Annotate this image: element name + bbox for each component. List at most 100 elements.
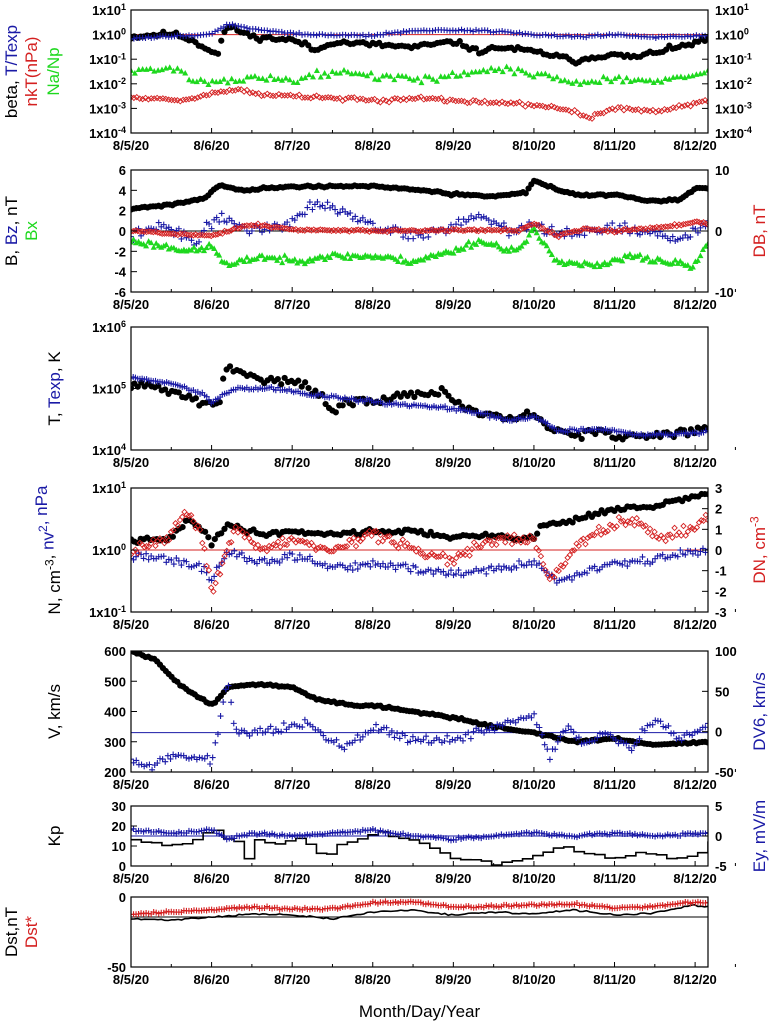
density-series-red-point xyxy=(571,547,578,554)
kp-right-axis-title: Ey, mV/m xyxy=(750,800,769,872)
velocity-series-blue-point xyxy=(488,723,495,730)
bfield-series-blue-point xyxy=(337,209,344,216)
density-series-red-point xyxy=(250,539,257,547)
beta-series-red-point xyxy=(240,88,248,95)
density-series-red-point xyxy=(537,552,545,560)
density-series-red-point xyxy=(466,552,473,559)
beta-series-blue-point xyxy=(383,29,390,36)
beta-series-red-point xyxy=(461,98,468,105)
bfield-series-red-point xyxy=(571,227,578,235)
beta-series-blue-point xyxy=(499,28,506,35)
beta-series-red-point xyxy=(530,102,538,110)
velocity-series-blue-point xyxy=(270,730,277,737)
velocity-series-blue-point xyxy=(333,736,340,743)
density-series-blue-point xyxy=(261,555,268,562)
beta-series-green-point xyxy=(131,67,134,73)
kp-series-blue-point xyxy=(211,827,218,834)
density-series-red-point xyxy=(631,522,638,529)
density-series-red-point xyxy=(693,524,701,531)
bfield-series-red-point xyxy=(141,228,148,235)
density-series-red-point xyxy=(646,525,654,533)
density-series-red-point xyxy=(424,553,431,561)
velocity-series-blue-point xyxy=(673,735,680,742)
beta-series-green-point xyxy=(364,72,371,79)
bfield-series-red-point xyxy=(303,226,311,233)
x-tick-label: 8/6/20 xyxy=(194,455,230,470)
density-series-red-point xyxy=(555,567,562,575)
bfield-series-red-point xyxy=(288,225,295,233)
density-series-red-point xyxy=(285,536,293,543)
density-left-axis-title: N, cm-3, nv2, nPa xyxy=(32,485,64,614)
density-right-tick-label: 1 xyxy=(715,522,722,537)
beta-series-red-point xyxy=(513,99,520,107)
bfield-series-red-point xyxy=(640,226,647,233)
beta-series-green-point xyxy=(701,69,708,76)
beta-series-blue-point xyxy=(243,25,250,32)
beta-series-red-point xyxy=(539,102,546,110)
velocity-series-blue-point xyxy=(154,760,161,767)
bfield-series-green-point xyxy=(523,238,530,244)
beta-series-red-point xyxy=(214,89,222,96)
density-series-red-point xyxy=(326,548,333,555)
beta-series-black-point xyxy=(704,35,708,42)
beta-series-red-point xyxy=(139,95,146,103)
velocity-series-blue-point xyxy=(320,732,327,739)
bfield-series-red-point xyxy=(537,224,545,232)
density-series-red-point xyxy=(441,552,449,560)
velocity-series-blue-point xyxy=(570,728,577,735)
bfield-series-blue-point xyxy=(359,214,366,221)
bfield-series-green-point xyxy=(319,254,326,260)
beta-series-green-point xyxy=(310,73,317,80)
bfield-series-blue-point xyxy=(485,217,492,224)
beta-series-red-point xyxy=(400,95,407,102)
beta-series-red-point xyxy=(319,94,326,102)
velocity-series-blue-point xyxy=(628,747,635,754)
x-tick-label: 8/12/20 xyxy=(673,777,716,792)
beta-series-blue-point xyxy=(490,29,497,36)
beta-series-red-point xyxy=(646,108,654,115)
x-tick-label: 8/6/20 xyxy=(194,871,230,886)
beta-series-green-point xyxy=(205,81,212,87)
x-tick-label: 8/7/20 xyxy=(274,455,310,470)
beta-series-green-point xyxy=(139,66,146,72)
density-series-red-point xyxy=(176,516,184,524)
velocity-series-blue-point xyxy=(441,738,448,745)
bfield-series-red-point xyxy=(468,226,476,234)
velocity-series-blue-point xyxy=(599,731,606,738)
velocity-series-blue-point xyxy=(496,721,503,728)
beta-series-blue-point xyxy=(455,27,462,34)
beta-series-red-point xyxy=(322,94,329,101)
velocity-series-blue-point xyxy=(470,728,477,735)
bfield-series-red-point xyxy=(408,226,415,234)
bfield-series-green-point xyxy=(216,252,223,258)
beta-series-green-point xyxy=(131,70,138,76)
density-series-blue-point xyxy=(447,567,454,574)
bfield-series-green-point xyxy=(206,240,213,247)
velocity-series-blue-point xyxy=(246,732,253,739)
bfield-series-red-point xyxy=(517,226,525,233)
velocity-series-blue-point xyxy=(586,738,593,745)
velocity-series-blue-point xyxy=(388,727,395,734)
velocity-series-blue-point xyxy=(322,736,329,743)
density-series-red-point xyxy=(230,528,237,535)
density-series-red-point xyxy=(185,512,193,520)
density-series-red-point xyxy=(684,528,692,535)
velocity-series-blue-point xyxy=(657,718,664,725)
temperature-series-black-point xyxy=(349,402,357,409)
beta-series-green-point xyxy=(201,78,208,84)
bfield-series-blue-point xyxy=(248,227,255,234)
bfield-series-red-point xyxy=(321,226,329,234)
velocity-series-blue-point xyxy=(336,743,343,750)
bfield-series-red-point xyxy=(446,228,453,235)
density-series-red-point xyxy=(330,547,337,555)
beta-series-blue-point xyxy=(684,32,691,39)
bfield-series-red-point xyxy=(161,230,168,237)
bfield-series-green-point xyxy=(231,261,238,267)
beta-series-green-point xyxy=(449,69,456,75)
x-tick-label: 8/9/20 xyxy=(435,617,471,632)
bfield-series-green-point xyxy=(657,256,664,262)
beta-series-black-point xyxy=(305,42,312,49)
density-series-red-point xyxy=(174,522,182,529)
density-series-red-point xyxy=(499,534,507,542)
bfield-left-tick-label: 2 xyxy=(119,204,126,219)
